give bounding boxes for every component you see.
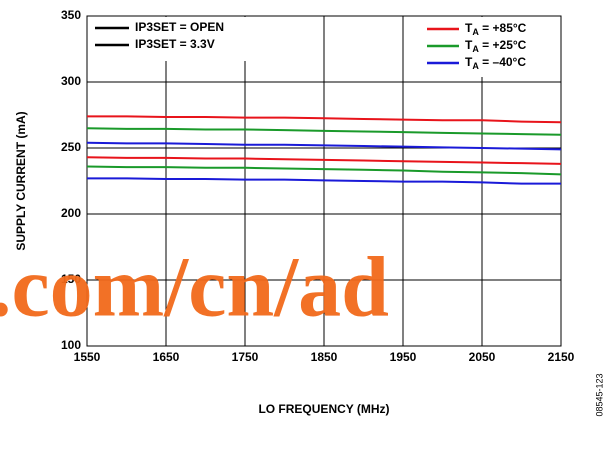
y-tick-label: 350 xyxy=(61,8,81,22)
x-axis-label: LO FREQUENCY (MHz) xyxy=(258,402,389,416)
series-line xyxy=(86,141,562,151)
watermark: .com/cn/ad xyxy=(0,239,389,335)
series-line xyxy=(87,177,561,185)
x-tick-label: 1950 xyxy=(390,350,417,364)
legend-subscript: A xyxy=(472,27,479,37)
x-tick-label: 1750 xyxy=(232,350,259,364)
legend-label: IP3SET = OPEN xyxy=(135,20,224,34)
legend-label: TA = +85°C xyxy=(465,21,527,37)
x-tick-label: 2050 xyxy=(469,350,496,364)
legend-text: = +85°C xyxy=(479,21,527,35)
legend-label: TA = –40°C xyxy=(465,55,526,71)
y-axis-label: SUPPLY CURRENT (mA) xyxy=(14,111,28,250)
legend-symbol: T xyxy=(465,55,473,69)
legend-label: TA = +25°C xyxy=(465,38,527,54)
legend-symbol: T xyxy=(465,21,473,35)
x-tick-label: 1850 xyxy=(311,350,338,364)
y-tick-label: 300 xyxy=(61,74,81,88)
x-tick-label: 2150 xyxy=(548,350,575,364)
series-line xyxy=(86,127,562,136)
legend-subscript: A xyxy=(472,61,479,71)
y-tick-label: 200 xyxy=(61,206,81,220)
legend-subscript: A xyxy=(472,44,479,54)
series-line xyxy=(86,156,562,165)
legend-label: IP3SET = 3.3V xyxy=(135,37,215,51)
figure-id: 08545-123 xyxy=(594,373,604,416)
y-tick-label: 150 xyxy=(61,272,81,286)
legend-symbol: T xyxy=(465,38,473,52)
legend-text: = –40°C xyxy=(479,55,526,69)
legend-text: = +25°C xyxy=(479,38,527,52)
plot-frame xyxy=(86,15,562,347)
series-line xyxy=(86,165,562,176)
y-tick-label: 100 xyxy=(61,338,81,352)
x-tick-label: 1650 xyxy=(153,350,180,364)
x-tick-label: 1550 xyxy=(74,350,101,364)
legend-box xyxy=(88,17,288,61)
series-line xyxy=(87,115,562,124)
y-tick-label: 250 xyxy=(61,140,81,154)
